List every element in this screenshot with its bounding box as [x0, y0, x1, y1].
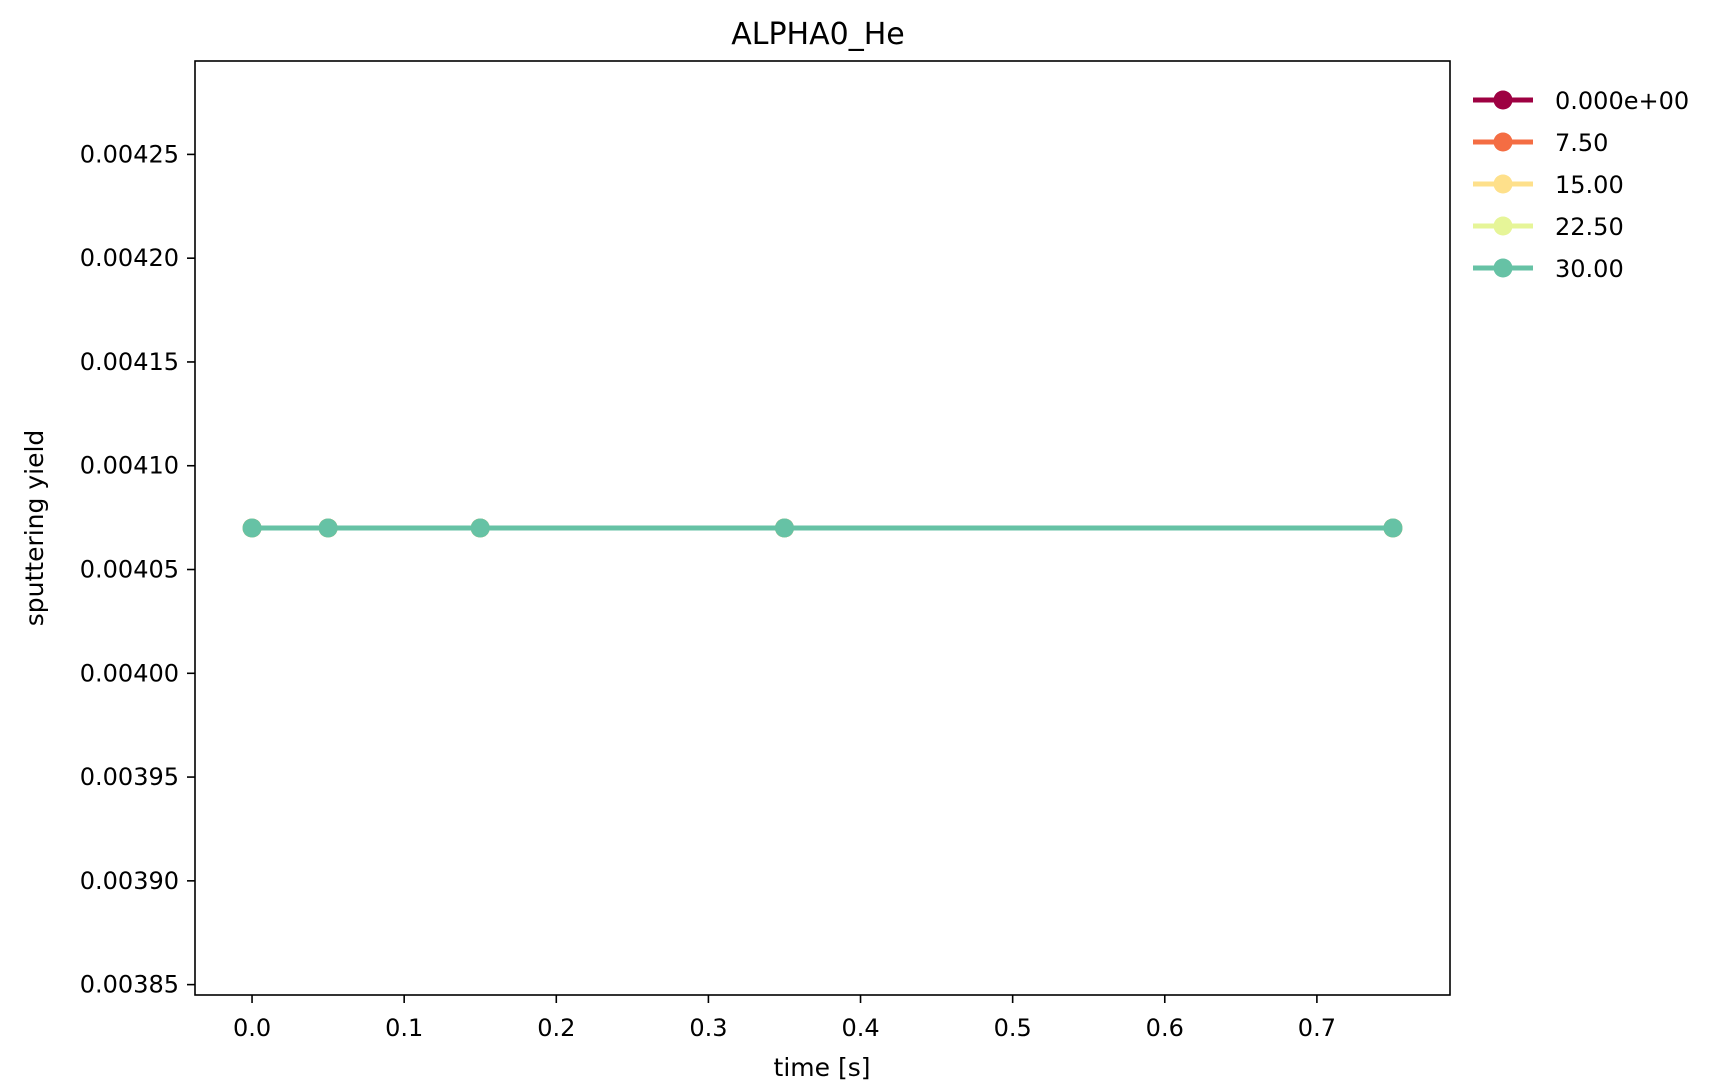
legend-label: 0.000e+00 [1555, 87, 1689, 115]
data-point [470, 518, 490, 538]
y-axis: 0.00385 0.00390 0.00395 0.00400 0.00405 0.004… [80, 140, 195, 999]
x-tick-label: 0.2 [537, 1014, 575, 1042]
legend-label: 22.50 [1555, 213, 1624, 241]
y-tick-label: 0.00385 [80, 971, 179, 999]
legend-label: 15.00 [1555, 171, 1624, 199]
series-layer [242, 518, 1403, 538]
y-axis-label: sputtering yield [20, 430, 49, 627]
chart-title: ALPHA0_He [731, 17, 905, 52]
x-tick-label: 0.3 [689, 1014, 727, 1042]
legend-marker [1493, 132, 1513, 152]
y-tick-label: 0.00390 [80, 867, 179, 895]
y-tick-label: 0.00405 [80, 556, 179, 584]
y-tick-label: 0.00425 [80, 140, 179, 168]
data-point [774, 518, 794, 538]
x-tick-label: 0.0 [233, 1014, 271, 1042]
x-axis-label: time [s] [774, 1053, 871, 1082]
x-axis: 0.0 0.1 0.2 0.3 0.4 0.5 0.6 0.7 [233, 995, 1336, 1042]
legend: 0.000e+00 7.50 15.00 22.50 30.00 [1473, 87, 1689, 283]
y-tick-label: 0.00400 [80, 659, 179, 687]
data-point [1383, 518, 1403, 538]
y-tick-label: 0.00415 [80, 348, 179, 376]
data-point [318, 518, 338, 538]
data-point [242, 518, 262, 538]
legend-marker [1493, 90, 1513, 110]
y-tick-label: 0.00395 [80, 763, 179, 791]
legend-label: 7.50 [1555, 129, 1608, 157]
x-tick-label: 0.6 [1146, 1014, 1184, 1042]
y-tick-label: 0.00420 [80, 244, 179, 272]
legend-label: 30.00 [1555, 255, 1624, 283]
y-tick-label: 0.00410 [80, 452, 179, 480]
plot-frame [194, 60, 1451, 996]
x-tick-label: 0.7 [1298, 1014, 1336, 1042]
legend-marker [1493, 174, 1513, 194]
legend-marker [1493, 216, 1513, 236]
x-tick-label: 0.1 [385, 1014, 423, 1042]
x-tick-label: 0.5 [994, 1014, 1032, 1042]
legend-marker [1493, 258, 1513, 278]
x-tick-label: 0.4 [841, 1014, 879, 1042]
